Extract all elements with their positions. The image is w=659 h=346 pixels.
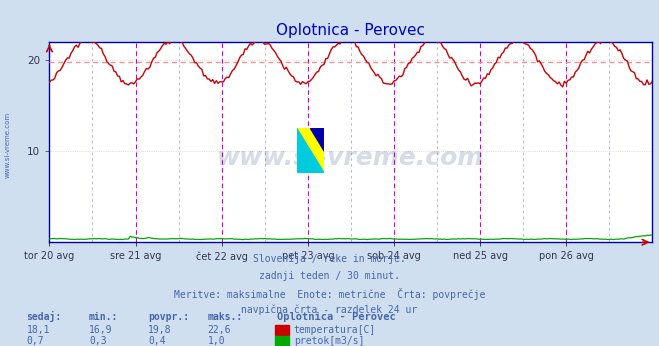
Text: 0,7: 0,7 — [26, 336, 44, 346]
Text: temperatura[C]: temperatura[C] — [294, 325, 376, 335]
Text: www.si-vreme.com: www.si-vreme.com — [217, 146, 484, 170]
Text: 19,8: 19,8 — [148, 325, 172, 335]
Polygon shape — [310, 128, 324, 151]
Text: 18,1: 18,1 — [26, 325, 50, 335]
Polygon shape — [297, 128, 324, 173]
Text: maks.:: maks.: — [208, 312, 243, 322]
Text: 0,3: 0,3 — [89, 336, 107, 346]
Text: sedaj:: sedaj: — [26, 311, 61, 322]
Text: povpr.:: povpr.: — [148, 312, 189, 322]
Text: pretok[m3/s]: pretok[m3/s] — [294, 336, 364, 346]
Text: Slovenija / reke in morje.: Slovenija / reke in morje. — [253, 254, 406, 264]
Text: www.si-vreme.com: www.si-vreme.com — [5, 112, 11, 179]
Text: navpična črta - razdelek 24 ur: navpična črta - razdelek 24 ur — [241, 304, 418, 315]
Text: Oplotnica - Perovec: Oplotnica - Perovec — [277, 312, 395, 322]
Text: 16,9: 16,9 — [89, 325, 113, 335]
Text: 1,0: 1,0 — [208, 336, 225, 346]
Text: Meritve: maksimalne  Enote: metrične  Črta: povprečje: Meritve: maksimalne Enote: metrične Črta… — [174, 288, 485, 300]
Text: min.:: min.: — [89, 312, 119, 322]
Title: Oplotnica - Perovec: Oplotnica - Perovec — [276, 22, 426, 38]
Polygon shape — [297, 128, 324, 173]
Text: 0,4: 0,4 — [148, 336, 166, 346]
Text: 22,6: 22,6 — [208, 325, 231, 335]
Text: zadnji teden / 30 minut.: zadnji teden / 30 minut. — [259, 271, 400, 281]
